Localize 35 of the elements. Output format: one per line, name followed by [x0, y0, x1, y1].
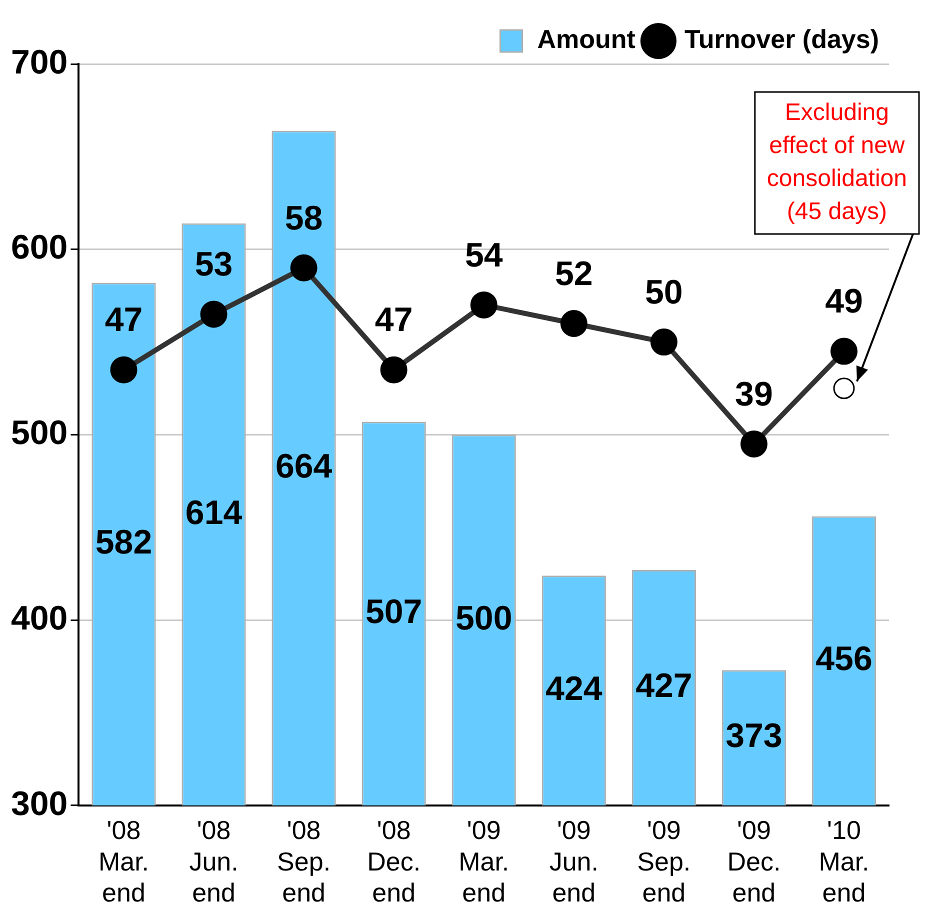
y-tick-label: 500 [10, 414, 68, 452]
data-label: 47 [104, 301, 143, 340]
data-label: 664 [275, 447, 332, 486]
data-label: 424 [546, 670, 602, 708]
data-label: 53 [194, 246, 233, 284]
data-label: 50 [645, 273, 683, 312]
x-tick-label: '09 Dec. end [727, 815, 781, 908]
data-label: 52 [554, 254, 593, 293]
y-tick-label: 600 [10, 228, 68, 267]
x-tick-label: '10 Mar. end [818, 815, 870, 908]
y-tick-label: 400 [10, 599, 68, 638]
x-tick-label: '09 Mar. end [458, 815, 510, 908]
data-label: 54 [464, 236, 503, 274]
y-tick-label: 300 [10, 784, 68, 823]
data-label: 427 [636, 667, 692, 706]
data-label: 582 [95, 523, 152, 562]
x-tick-label: '08 Jun. end [189, 815, 238, 908]
x-tick-label: '08 Dec. end [367, 815, 421, 908]
annotation: Excluding effect of new consolidation (45 days) [766, 99, 908, 226]
x-tick-label: '09 Sep. end [637, 815, 691, 908]
x-tick-label: '09 Jun. end [549, 815, 598, 908]
data-label: 49 [825, 282, 863, 321]
x-tick-label: '08 Mar. end [98, 815, 150, 908]
data-label: 58 [284, 199, 323, 238]
data-label: 614 [185, 494, 242, 532]
legend-label: Amount [537, 24, 636, 54]
data-label: 39 [735, 375, 773, 414]
data-label: 507 [365, 592, 422, 631]
data-label: 47 [374, 301, 413, 340]
data-label: 500 [455, 599, 512, 638]
data-label: 456 [816, 640, 872, 678]
x-tick-label: '08 Sep. end [277, 815, 331, 908]
y-tick-label: 700 [10, 43, 68, 82]
data-label: 373 [726, 717, 782, 756]
legend-label: Turnover (days) [684, 24, 880, 54]
